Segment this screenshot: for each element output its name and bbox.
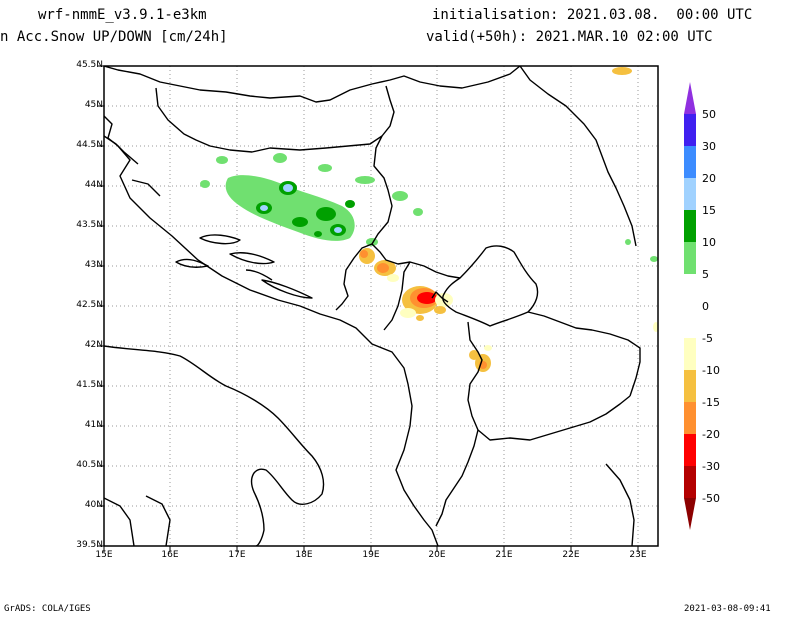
field-title: n Acc.Snow UP/DOWN [cm/24h] [0, 29, 228, 45]
lat-label: 40.5N [76, 460, 103, 470]
colorbar-label: 50 [702, 108, 716, 121]
lat-label: 43N [84, 260, 103, 270]
lat-label: 45.5N [76, 60, 103, 70]
lon-label: 21E [495, 550, 513, 560]
colorbar-swatch [684, 370, 696, 402]
colorbar-label: -15 [702, 396, 720, 409]
colorbar-label: -20 [702, 428, 720, 441]
colorbar-label: 30 [702, 140, 716, 153]
colorbar-top-arrow [684, 82, 696, 114]
lon-label: 22E [562, 550, 580, 560]
lon-label: 20E [428, 550, 446, 560]
lat-label: 41N [84, 420, 103, 430]
colorbar-label: -10 [702, 364, 720, 377]
lat-label: 43.5N [76, 220, 103, 230]
lat-label: 44N [84, 180, 103, 190]
footer-timestamp: 2021-03-08-09:41 [684, 604, 771, 614]
map-borders [104, 66, 641, 546]
lat-label: 40N [84, 500, 103, 510]
colorbar-label: 0 [702, 300, 709, 313]
colorbar-label: -5 [702, 332, 713, 345]
colorbar-label: 15 [702, 204, 716, 217]
lat-label: 41.5N [76, 380, 103, 390]
colorbar-swatch [684, 434, 696, 466]
snow-field [200, 67, 658, 372]
init-time: initialisation: 2021.03.08. 00:00 UTC [432, 7, 753, 23]
lon-label: 19E [362, 550, 380, 560]
lat-label: 42.5N [76, 300, 103, 310]
colorbar-label: 20 [702, 172, 716, 185]
colorbar [684, 82, 696, 530]
colorbar-bottom-arrow [684, 498, 696, 530]
map-ticks [98, 65, 639, 552]
lon-label: 16E [161, 550, 179, 560]
lon-label: 18E [295, 550, 313, 560]
colorbar-swatch [684, 146, 696, 178]
valid-time: valid(+50h): 2021.MAR.10 02:00 UTC [426, 29, 713, 45]
map-grid [104, 66, 658, 546]
colorbar-swatch [684, 114, 696, 146]
colorbar-swatch [684, 274, 696, 338]
colorbar-swatch [684, 210, 696, 242]
colorbar-swatch [684, 402, 696, 434]
lat-label: 45N [84, 100, 103, 110]
lon-label: 17E [228, 550, 246, 560]
lat-label: 39.5N [76, 540, 103, 550]
colorbar-swatch [684, 178, 696, 210]
model-title: wrf-nmmE_v3.9.1-e3km [38, 7, 207, 23]
colorbar-swatch [684, 466, 696, 498]
footer-credit: GrADS: COLA/IGES [4, 604, 91, 614]
lon-label: 23E [629, 550, 647, 560]
lon-label: 15E [95, 550, 113, 560]
lat-label: 42N [84, 340, 103, 350]
colorbar-label: 5 [702, 268, 709, 281]
colorbar-swatch [684, 242, 696, 274]
colorbar-label: 10 [702, 236, 716, 249]
colorbar-swatch [684, 338, 696, 370]
lat-label: 44.5N [76, 140, 103, 150]
colorbar-label: -30 [702, 460, 720, 473]
colorbar-label: -50 [702, 492, 720, 505]
